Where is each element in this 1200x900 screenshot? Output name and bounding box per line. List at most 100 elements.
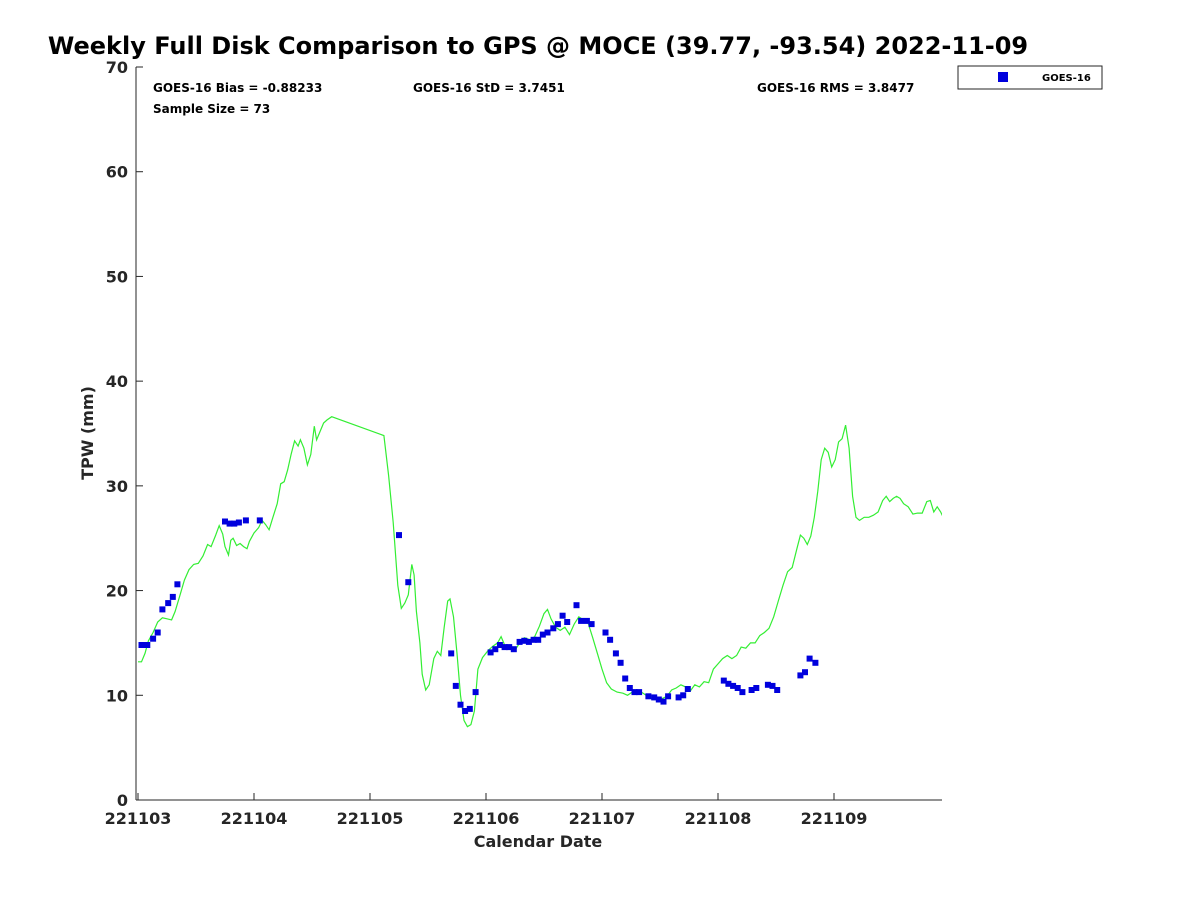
y-tick-label: 70	[106, 58, 128, 77]
goes16-data-point	[588, 621, 595, 628]
goes16-data-point	[564, 619, 571, 625]
goes16-data-point	[256, 517, 263, 524]
x-tick-label: 221105	[337, 809, 404, 828]
goes16-data-point	[665, 693, 672, 700]
goes16-data-point	[226, 520, 233, 527]
x-tick-label: 221106	[453, 809, 520, 828]
goes16-data-point	[730, 682, 737, 689]
goes16-data-point	[405, 579, 412, 586]
legend-box	[957, 65, 1103, 90]
goes16-data-point	[448, 650, 455, 657]
y-tick-label: 30	[106, 477, 128, 496]
goes16-data-point	[797, 672, 804, 679]
goes16-data-point	[774, 687, 781, 693]
goes16-data-point	[675, 694, 682, 701]
gps-tpw-line	[138, 416, 942, 728]
goes16-data-point	[636, 689, 643, 696]
legend-label-goes16: GOES-16	[1042, 73, 1091, 84]
goes16-data-point	[806, 655, 813, 662]
goes16-data-point	[684, 686, 691, 692]
goes16-data-point	[748, 687, 755, 693]
legend-marker-goes16	[998, 72, 1008, 82]
goes16-data-point	[462, 708, 469, 714]
goes-points-layer	[138, 517, 819, 714]
goes16-data-point	[720, 677, 727, 684]
goes16-data-point	[753, 685, 760, 691]
goes16-data-point	[769, 682, 776, 689]
goes16-data-point	[680, 692, 687, 699]
y-tick-label: 0	[117, 791, 128, 810]
goes16-data-point	[457, 701, 464, 708]
goes16-data-point	[578, 617, 585, 624]
goes16-data-point	[174, 581, 181, 588]
goes16-data-point	[583, 617, 590, 624]
x-tick-label: 221108	[685, 809, 752, 828]
y-tick-label: 50	[106, 267, 128, 286]
goes16-data-point	[802, 669, 808, 676]
goes16-data-point	[525, 638, 532, 645]
goes16-data-point	[487, 649, 494, 656]
goes16-data-point	[607, 636, 614, 643]
goes16-data-point	[472, 689, 479, 696]
goes16-data-point	[231, 520, 238, 527]
goes16-data-point	[222, 518, 228, 525]
goes16-data-point	[159, 606, 166, 613]
goes16-data-point	[466, 705, 473, 712]
goes16-data-point	[138, 642, 145, 648]
x-tick-label: 221103	[105, 809, 172, 828]
y-axis-ticks: 0 10 20 30 40 50 60 70	[106, 58, 143, 810]
goes16-data-point	[165, 600, 172, 607]
goes16-data-point	[559, 612, 566, 619]
plot-area: 0 10 20 30 40 50 60 70 221103 221104 221105 221106…	[105, 58, 942, 828]
goes16-data-point	[812, 659, 819, 666]
y-tick-label: 60	[106, 163, 128, 182]
goes16-data-point	[764, 681, 771, 688]
sample-size-stat: Sample Size = 73	[153, 102, 270, 116]
y-tick-label: 10	[106, 686, 128, 705]
gps-line-layer	[138, 416, 942, 728]
legend: GOES-16	[957, 65, 1103, 90]
goes16-data-point	[535, 636, 542, 643]
goes16-data-point	[645, 693, 652, 700]
goes16-data-point	[496, 642, 503, 648]
goes16-data-point	[242, 517, 249, 524]
goes16-data-point	[506, 644, 513, 651]
goes16-data-point	[510, 646, 517, 653]
goes16-data-point	[154, 629, 161, 636]
goes16-data-point	[550, 625, 557, 632]
goes16-data-point	[396, 532, 402, 539]
goes16-data-point	[501, 644, 508, 651]
goes16-data-point	[554, 621, 561, 628]
goes16-data-point	[539, 631, 546, 638]
goes16-data-point	[622, 675, 629, 682]
x-axis-label: Calendar Date	[474, 832, 603, 851]
y-tick-label: 20	[106, 582, 128, 601]
goes16-data-point	[573, 602, 580, 609]
rms-stat: GOES-16 RMS = 3.8477	[757, 81, 914, 95]
goes16-data-point	[150, 635, 157, 642]
bias-stat: GOES-16 Bias = -0.88233	[153, 81, 322, 95]
goes16-data-point	[734, 685, 741, 691]
goes16-data-point	[602, 629, 609, 636]
x-tick-label: 221104	[221, 809, 288, 828]
chart-title: Weekly Full Disk Comparison to GPS @ MOC…	[48, 32, 1028, 60]
goes16-data-point	[655, 696, 662, 703]
goes16-data-point	[169, 593, 176, 600]
goes16-data-point	[660, 698, 667, 705]
goes16-data-point	[452, 682, 459, 689]
x-axis-ticks: 221103 221104 221105 221106 221107 221108 2211…	[105, 793, 867, 828]
goes16-data-point	[544, 629, 551, 636]
goes16-data-point	[612, 650, 619, 657]
goes16-data-point	[492, 646, 499, 653]
y-axis-label: TPW (mm)	[78, 386, 97, 480]
goes16-data-point	[617, 659, 624, 666]
goes16-data-point	[521, 637, 528, 644]
goes16-data-point	[626, 685, 633, 691]
goes16-data-point	[651, 694, 658, 701]
goes16-data-point	[739, 689, 746, 696]
goes16-data-point	[530, 636, 537, 643]
goes16-data-point	[631, 689, 638, 696]
goes16-data-point	[516, 638, 523, 645]
goes16-data-point	[235, 519, 242, 526]
